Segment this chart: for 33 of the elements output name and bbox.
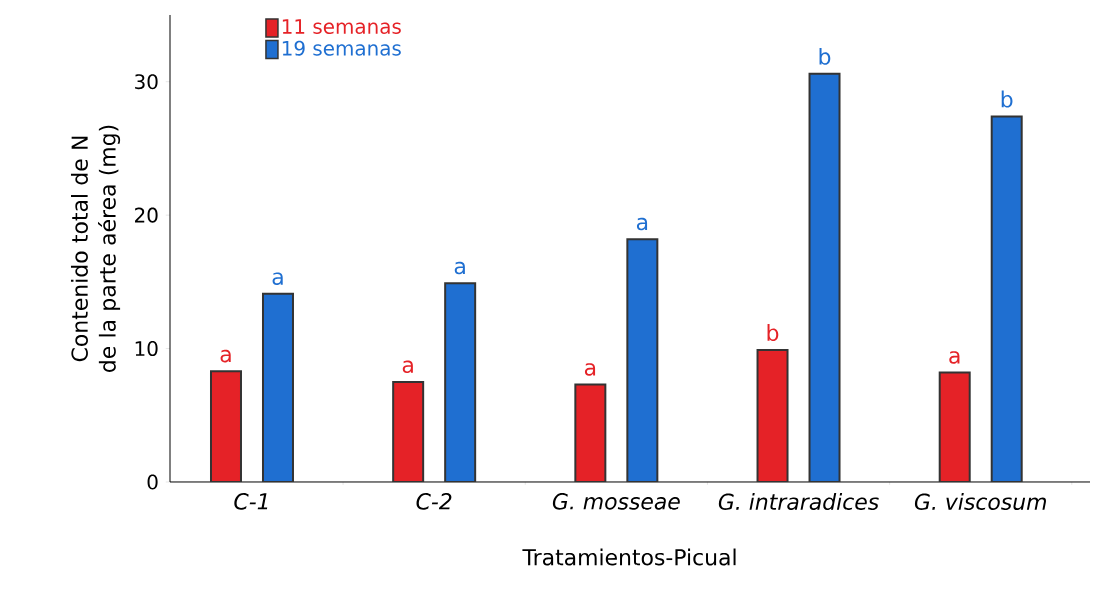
bar [574, 383, 607, 482]
data-label: a [949, 351, 960, 364]
bar [261, 292, 294, 482]
bar [756, 348, 789, 482]
bar [990, 115, 1023, 482]
bar [444, 282, 477, 482]
data-label: a [454, 261, 465, 275]
bar [626, 238, 659, 482]
legend-label: 11 semanas [282, 19, 401, 34]
data-label: a [272, 272, 283, 286]
y-axis-title: Contenido total de N de la parte aérea (mg) [70, 125, 121, 372]
bar [808, 72, 841, 482]
data-label: a [636, 217, 648, 231]
y-tick-label: 20 [135, 207, 158, 223]
data-label: a [220, 349, 231, 363]
y-tick-label: 10 [135, 341, 158, 357]
data-label: b [1001, 90, 1013, 108]
data-label: a [402, 360, 413, 374]
bar [938, 371, 971, 482]
x-tick-label: G. intraradices [718, 493, 879, 511]
legend-label: 19 semanas [282, 40, 401, 56]
data-label: a [584, 363, 596, 376]
x-tick-label: C-2 [416, 493, 452, 510]
bar [392, 380, 425, 482]
y-tick-label: 0 [147, 474, 158, 490]
x-tick-label: G. mosseae [552, 493, 680, 510]
bar [209, 370, 242, 482]
x-tick-label: C-1 [234, 493, 268, 510]
data-label: b [767, 324, 779, 342]
x-axis-title: Tratamientos-Picual [522, 548, 736, 566]
x-tick-label: G. viscosum [914, 493, 1046, 511]
y-tick-label: 30 [135, 74, 158, 90]
data-label: b [819, 47, 831, 65]
